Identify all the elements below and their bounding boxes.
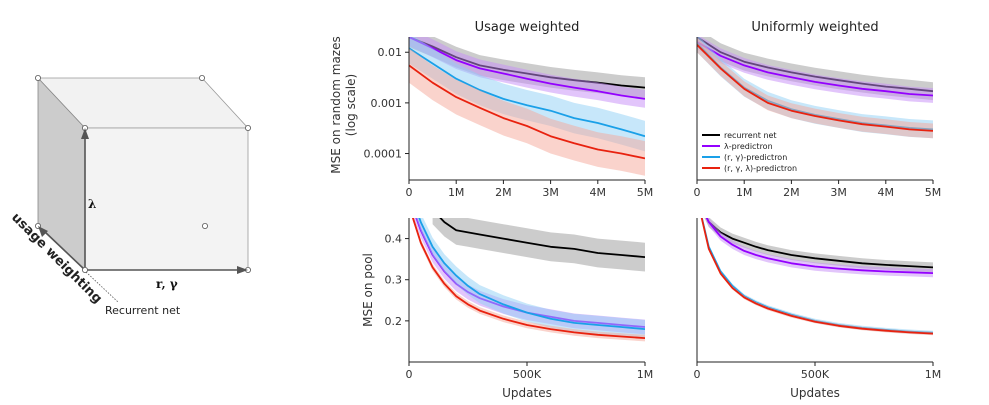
panel-mazes-usage: 0 1M 2M 3M 4M 5M 0.0001 0.001 0.01 (364, 37, 654, 199)
lambda-predictron-line (409, 37, 645, 100)
x-tick-label: 1M (637, 368, 654, 381)
plot-area (700, 218, 933, 336)
xlabel-pool-usage: Updates (502, 386, 552, 400)
x-tick-label: 1M (448, 186, 465, 199)
plot-area (697, 37, 933, 139)
recurrent-net-label: Recurrent net (105, 304, 181, 317)
y-tick-label: 0.3 (385, 274, 403, 287)
x-tick-label: 2M (783, 186, 800, 199)
rgamma-predictron-band (409, 37, 645, 152)
recurrent-net-line (705, 218, 933, 269)
lambda-predictron-line (705, 218, 933, 274)
x-tick-label: 0 (406, 186, 413, 199)
cube-vertex (201, 222, 208, 229)
ylabel-pool: MSE on pool (361, 253, 375, 327)
rgamma-predictron-line (409, 47, 645, 138)
rgamma-arrowhead (237, 266, 248, 274)
x-tick-label: 3M (830, 186, 847, 199)
x-tick-label: 0 (406, 368, 413, 381)
lambda-predictron-line (697, 41, 933, 97)
x-tick-label: 0 (694, 368, 701, 381)
x-tick-label: 3M (542, 186, 559, 199)
recurrent-net-band (704, 218, 933, 273)
legend-label-rgamma: (r, γ)-predictron (724, 153, 787, 162)
rgammalambda-predictron-line (411, 218, 645, 339)
cube-vertex (244, 125, 251, 132)
cube-vertex (198, 75, 205, 82)
panel-mazes-uniform: 0 1M 2M 3M 4M 5M (694, 37, 942, 199)
column-title-usage: Usage weighted (475, 20, 580, 35)
ylabel-mazes-line2: (log scale) (344, 74, 358, 136)
legend-label-rgammalambda: (r, γ, λ)-predictron (724, 164, 797, 173)
rgamma-predictron-line (418, 218, 645, 330)
cube-vertex (35, 75, 42, 82)
plot-area (411, 218, 645, 342)
panel-pool-uniform: 0 500K 1M (694, 218, 942, 381)
rgammalambda-predictron-line (409, 64, 645, 160)
origin-vertex (82, 266, 89, 273)
legend-label-recurrent: recurrent net (724, 131, 777, 140)
ylabel-mazes-line1: MSE on random mazes (329, 36, 343, 173)
rgammalambda-predictron-line (700, 218, 933, 335)
lambda-label: λ (88, 197, 96, 211)
x-tick-label: 0 (694, 186, 701, 199)
lambda-predictron-band (704, 218, 933, 278)
y-tick-label: 0.4 (385, 233, 403, 246)
x-tick-label: 5M (637, 186, 654, 199)
y-tick-label: 0.2 (385, 315, 403, 328)
x-tick-label: 5M (925, 186, 942, 199)
rgammalambda-predictron-line (697, 44, 933, 132)
x-tick-label: 1M (925, 368, 942, 381)
legend: recurrent net λ-predictron (r, γ)-predic… (702, 131, 797, 173)
legend-label-lambda: λ-predictron (724, 142, 773, 151)
rgamma-label: r, γ (156, 277, 178, 291)
recurrent-net-line (439, 218, 645, 258)
x-tick-label: 2M (495, 186, 512, 199)
lambda-arrowhead (81, 128, 89, 139)
y-tick-label: 0.0001 (364, 148, 403, 161)
column-title-uniform: Uniformly weighted (751, 20, 878, 35)
y-tick-label: 0.001 (371, 97, 403, 110)
x-tick-label: 4M (590, 186, 607, 199)
usage-axis-arrow (43, 230, 86, 271)
lambda-predictron-band (697, 37, 933, 103)
x-tick-label: 1M (736, 186, 753, 199)
recurrent-net-band (432, 218, 645, 272)
x-tick-label: 500K (801, 368, 830, 381)
xlabel-pool-uniform: Updates (790, 386, 840, 400)
rgammalambda-predictron-band (409, 48, 645, 176)
usage-arrowhead (38, 226, 48, 237)
x-tick-label: 4M (878, 186, 895, 199)
recurrent-net-pointer (85, 271, 119, 303)
rgammalambda-predictron-band (701, 218, 933, 336)
plot-area (409, 37, 645, 176)
x-tick-label: 500K (513, 368, 542, 381)
panel-pool-usage: 0 500K 1M 0.2 0.3 0.4 (385, 218, 654, 381)
y-tick-label: 0.01 (378, 46, 403, 59)
cube-front-face (84, 127, 249, 271)
cube-diagram: λ r, γ usage weighting Recurrent net (8, 75, 251, 317)
